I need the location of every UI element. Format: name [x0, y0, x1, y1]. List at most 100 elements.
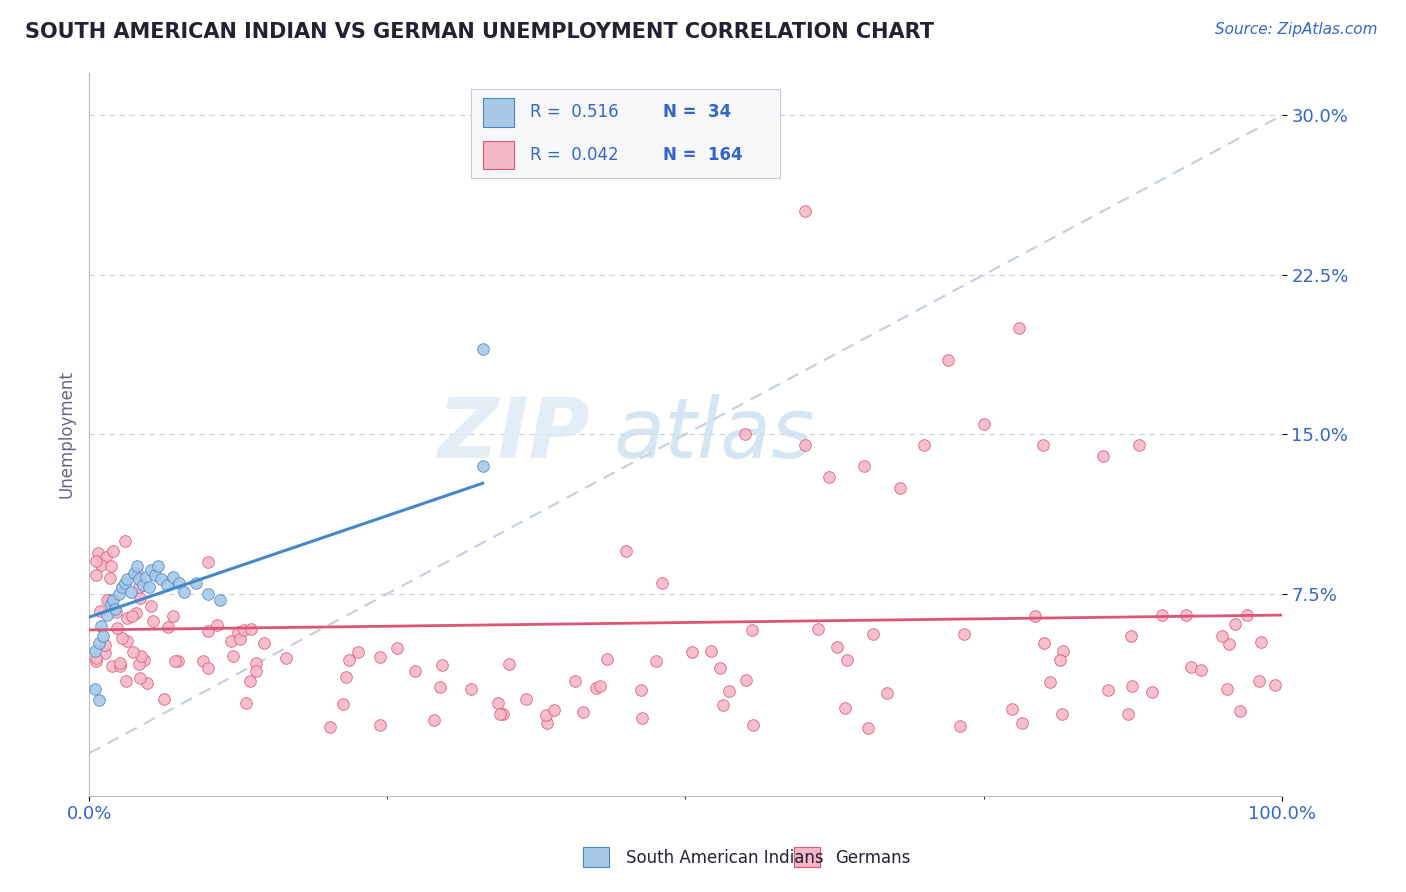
Point [630, 711, 652, 725]
Point [162, 570, 184, 584]
Point [1142, 685, 1164, 699]
Point [90, 558, 112, 572]
Point [233, 623, 256, 637]
Point [84, 568, 107, 582]
Point [125, 559, 148, 574]
Point [115, 634, 138, 648]
Point [596, 652, 619, 666]
Point [132, 653, 155, 667]
Point [221, 633, 243, 648]
Point [84, 651, 107, 665]
Point [128, 581, 150, 595]
Point [191, 654, 214, 668]
Point [486, 696, 509, 710]
Text: South American Indians: South American Indians [626, 849, 824, 867]
Point [253, 635, 276, 649]
Point [173, 584, 195, 599]
Point [370, 718, 392, 732]
Point [108, 587, 131, 601]
Point [793, 204, 815, 219]
Point [1249, 673, 1271, 688]
Point [235, 696, 257, 710]
Point [834, 701, 856, 715]
Point [111, 581, 134, 595]
Point [368, 650, 391, 665]
Point [585, 681, 607, 696]
Point [209, 593, 232, 607]
Point [152, 692, 174, 706]
Point [630, 683, 652, 698]
Point [973, 417, 995, 431]
Point [1052, 644, 1074, 658]
Point [1175, 608, 1198, 623]
Text: N =  34: N = 34 [662, 103, 731, 121]
Point [139, 563, 162, 577]
Point [1152, 608, 1174, 623]
Point [936, 353, 959, 368]
Point [104, 605, 127, 619]
Point [1011, 716, 1033, 731]
Point [139, 599, 162, 613]
Point [1218, 637, 1240, 651]
Point [534, 707, 557, 722]
Point [681, 644, 703, 658]
Point [332, 698, 354, 712]
Point [825, 640, 848, 654]
Point [347, 645, 370, 659]
Point [96, 549, 118, 564]
Point [709, 661, 731, 675]
Point [1024, 609, 1046, 624]
Point [222, 649, 245, 664]
Point [142, 615, 165, 629]
Point [1225, 616, 1247, 631]
Point [536, 715, 558, 730]
Point [889, 481, 911, 495]
Point [1216, 681, 1239, 696]
Point [105, 622, 128, 636]
Point [131, 649, 153, 664]
Point [1121, 679, 1143, 693]
Point [385, 641, 408, 656]
Point [1229, 704, 1251, 718]
Point [1128, 438, 1150, 452]
Point [111, 631, 134, 645]
Point [84, 644, 107, 658]
Point [1250, 635, 1272, 649]
Point [245, 664, 267, 678]
Point [128, 657, 150, 672]
Point [108, 657, 131, 671]
Point [128, 591, 150, 606]
Point [742, 717, 765, 731]
Point [125, 566, 148, 580]
Point [853, 459, 876, 474]
Point [93, 646, 115, 660]
Point [651, 576, 673, 591]
Point [498, 657, 520, 672]
Point [101, 593, 124, 607]
Point [167, 576, 190, 591]
Bar [484, 98, 515, 127]
Point [132, 578, 155, 592]
Point [135, 570, 157, 584]
Point [84, 654, 107, 668]
Point [226, 624, 249, 639]
Point [335, 670, 357, 684]
Point [239, 622, 262, 636]
Point [572, 705, 595, 719]
Point [98, 593, 121, 607]
Point [1033, 635, 1056, 649]
Point [862, 627, 884, 641]
Point [1236, 608, 1258, 623]
Text: atlas: atlas [614, 394, 815, 475]
Point [1264, 678, 1286, 692]
Point [319, 720, 342, 734]
Point [492, 706, 515, 721]
Point [197, 661, 219, 675]
Point [186, 576, 208, 591]
Point [87, 636, 110, 650]
Point [128, 572, 150, 586]
Point [793, 438, 815, 452]
Point [1050, 707, 1073, 722]
Point [1032, 438, 1054, 452]
Point [1091, 449, 1114, 463]
